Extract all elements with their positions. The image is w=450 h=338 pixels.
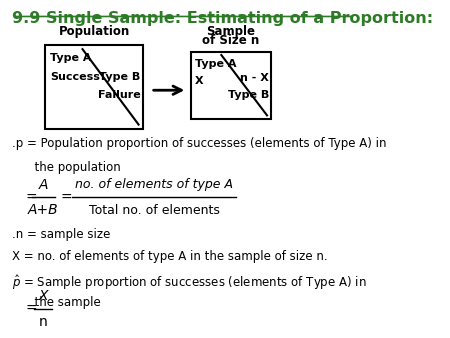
Text: Total no. of elements: Total no. of elements [89,204,220,217]
Text: $\hat{p}$ = Sample proportion of successes (elements of Type A) in: $\hat{p}$ = Sample proportion of success… [12,273,367,292]
Text: Type A: Type A [195,59,237,69]
Text: .n = sample size: .n = sample size [12,228,111,241]
Bar [45,45,144,129]
Text: Type B: Type B [99,72,140,82]
Bar [191,52,271,119]
Text: the population: the population [12,161,121,174]
Text: A+B: A+B [28,203,58,217]
Text: n - X: n - X [240,73,269,83]
Text: no. of elements of type A: no. of elements of type A [76,178,234,191]
Text: Type B: Type B [228,90,269,100]
Text: Type A: Type A [50,53,91,63]
Text: =: = [25,191,37,204]
Text: .p = Population proportion of successes (elements of Type A) in: .p = Population proportion of successes … [12,137,387,150]
Text: 9.9 Single Sample: Estimating of a Proportion:: 9.9 Single Sample: Estimating of a Propo… [12,11,433,26]
Text: n: n [39,315,48,329]
Text: A: A [39,178,48,192]
Text: the sample: the sample [12,296,101,309]
Text: =: = [25,302,37,316]
Text: X = no. of elements of type A in the sample of size n.: X = no. of elements of type A in the sam… [12,250,328,263]
Text: Sample: Sample [207,25,256,38]
Text: =: = [61,191,72,204]
Text: Population: Population [58,25,130,38]
Text: X: X [39,289,48,304]
Text: of Size n: of Size n [202,34,260,47]
Text: Failure: Failure [98,90,140,100]
Text: Success: Success [50,72,100,82]
Text: X: X [195,76,204,86]
